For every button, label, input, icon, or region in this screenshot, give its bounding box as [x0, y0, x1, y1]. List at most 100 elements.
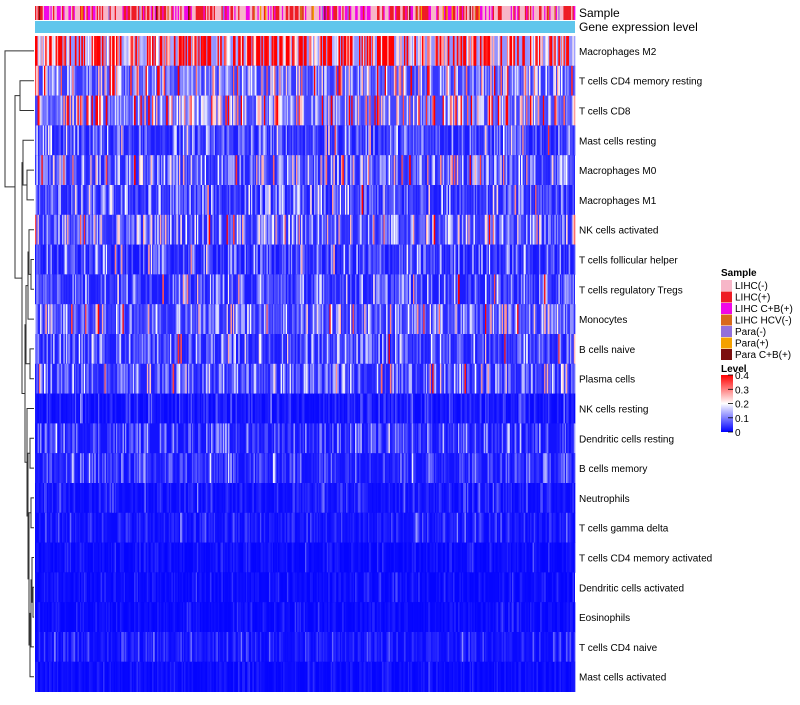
sample-annotation-cell — [76, 6, 78, 20]
heatmap-cell — [428, 274, 431, 305]
heatmap-cell — [539, 214, 541, 245]
heatmap-cell — [163, 65, 166, 96]
heatmap-cell — [298, 95, 301, 126]
heatmap-cell — [195, 453, 198, 484]
sample-annotation-cell — [263, 6, 266, 20]
heatmap-cell — [247, 334, 249, 365]
heatmap-cell — [458, 125, 460, 156]
heatmap-cell — [90, 334, 92, 365]
heatmap-cell — [334, 125, 337, 156]
heatmap-cell — [123, 95, 126, 126]
heatmap-cell — [481, 214, 483, 245]
heatmap-cell — [501, 155, 504, 186]
heatmap-cell — [294, 244, 297, 275]
heatmap-cell — [429, 65, 432, 96]
heatmap-cell — [180, 334, 182, 365]
heatmap-cell — [60, 155, 63, 186]
heatmap-cell — [549, 244, 551, 275]
heatmap-cell — [49, 125, 51, 156]
heatmap-cell — [38, 363, 41, 394]
heatmap-cell — [519, 95, 522, 126]
heatmap-cell — [276, 155, 279, 186]
heatmap-cell — [69, 453, 72, 484]
heatmap-cell — [132, 334, 135, 365]
heatmap-cell — [494, 95, 496, 126]
heatmap-cell — [73, 65, 76, 96]
heatmap-cell — [406, 244, 409, 275]
heatmap-cell — [172, 363, 175, 394]
heatmap-cell — [382, 423, 384, 454]
heatmap-cell — [356, 393, 359, 424]
heatmap-cell — [148, 423, 150, 454]
heatmap-cell — [118, 185, 121, 216]
heatmap-cell — [438, 274, 441, 305]
heatmap-cell — [343, 453, 346, 484]
heatmap-cell — [308, 244, 311, 275]
heatmap-cell — [571, 125, 573, 156]
heatmap-cell — [140, 393, 143, 424]
heatmap-cell — [231, 214, 234, 245]
heatmap-cell — [103, 95, 105, 126]
heatmap-cell — [117, 453, 119, 484]
heatmap-cell — [468, 274, 470, 305]
heatmap-cell — [119, 36, 122, 67]
heatmap-cell — [179, 185, 181, 216]
heatmap-cell — [87, 95, 90, 126]
heatmap-cell — [375, 393, 378, 424]
heatmap-cell — [544, 214, 546, 245]
heatmap-cell — [45, 214, 47, 245]
heatmap-cell — [126, 244, 128, 275]
heatmap-cell — [380, 363, 383, 394]
heatmap-cell — [310, 214, 312, 245]
heatmap-cell — [330, 155, 333, 186]
heatmap-cell — [144, 65, 146, 96]
heatmap-cell — [81, 125, 83, 156]
heatmap-cell — [233, 95, 235, 126]
sample-annotation-cell — [275, 6, 278, 20]
sample-annotation-cell — [539, 6, 541, 20]
sample-annotation-cell — [130, 6, 132, 20]
heatmap-cell — [46, 125, 49, 156]
heatmap-cell — [395, 214, 397, 245]
heatmap-cell — [504, 65, 506, 96]
heatmap-cell — [319, 393, 321, 424]
heatmap-cell — [488, 363, 491, 394]
heatmap-cell — [292, 155, 294, 186]
heatmap-cell — [325, 244, 328, 275]
heatmap-cell — [191, 185, 194, 216]
heatmap-cell — [334, 185, 337, 216]
heatmap-cell — [539, 125, 541, 156]
heatmap-cell — [305, 214, 307, 245]
heatmap-cell — [404, 36, 406, 67]
heatmap-cell — [405, 125, 407, 156]
sample-annotation-cell — [499, 6, 501, 20]
heatmap-cell — [384, 423, 387, 454]
heatmap-cell — [497, 36, 500, 67]
heatmap-cell — [216, 125, 218, 156]
heatmap-cell — [195, 36, 198, 67]
heatmap-cell — [503, 65, 505, 96]
heatmap-cell — [35, 65, 37, 96]
heatmap-cell — [449, 125, 451, 156]
heatmap-cell — [252, 453, 254, 484]
heatmap-cell — [406, 95, 409, 126]
heatmap-cell — [185, 334, 188, 365]
heatmap-cell — [235, 185, 238, 216]
heatmap-cell — [145, 423, 148, 454]
heatmap-cell — [91, 423, 94, 454]
heatmap-cell — [157, 36, 159, 67]
heatmap-cell — [388, 65, 391, 96]
heatmap-cell — [454, 274, 456, 305]
heatmap-cell — [519, 334, 522, 365]
heatmap-cell — [254, 185, 257, 216]
heatmap-cell — [441, 274, 443, 305]
heatmap-cell — [355, 185, 357, 216]
heatmap-cell — [526, 65, 528, 96]
heatmap-cell — [87, 453, 90, 484]
heatmap-cell — [508, 274, 510, 305]
heatmap-cell — [455, 363, 458, 394]
heatmap-cell — [186, 125, 189, 156]
heatmap-cell — [544, 95, 546, 126]
heatmap-cell — [510, 36, 513, 67]
heatmap-cell — [519, 125, 522, 156]
